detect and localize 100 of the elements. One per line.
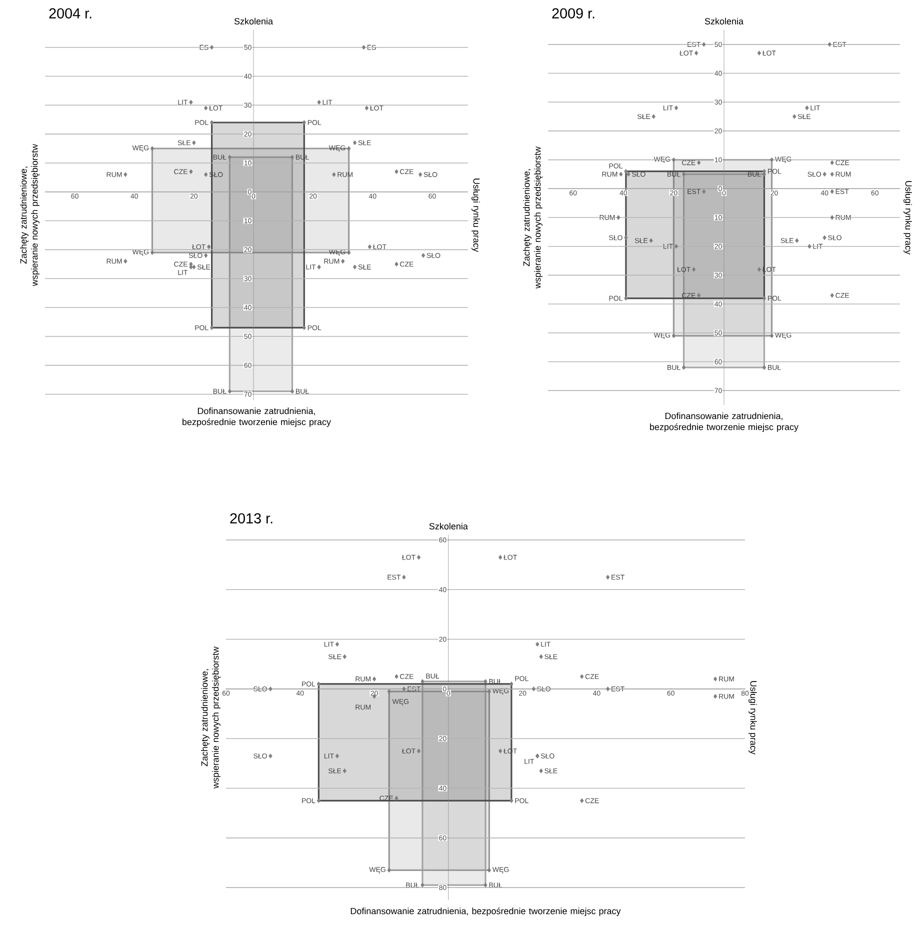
point [828, 42, 832, 47]
point [150, 250, 154, 255]
point [682, 365, 686, 370]
point [702, 42, 706, 47]
point [606, 686, 610, 692]
point [210, 325, 214, 330]
point [206, 244, 211, 250]
point [418, 172, 422, 177]
point [302, 325, 306, 330]
x-axis-title: Dofinansowanie zatrudnienia, bezpośrednie tworzenie miejsc pracy [350, 908, 621, 916]
point [652, 114, 656, 119]
point [332, 172, 336, 177]
point [124, 172, 128, 177]
point [342, 768, 346, 774]
point [692, 267, 696, 272]
point [352, 140, 357, 146]
point [290, 154, 294, 160]
point [498, 554, 502, 560]
point [317, 264, 321, 270]
point [532, 686, 536, 692]
point [189, 100, 193, 105]
point [204, 253, 208, 258]
point [762, 365, 766, 370]
point [757, 267, 762, 272]
point [317, 100, 321, 105]
point [302, 120, 306, 125]
point [364, 106, 369, 110]
point [624, 168, 628, 174]
point [402, 574, 406, 580]
point [402, 686, 406, 692]
point [204, 172, 208, 177]
point [649, 238, 653, 243]
point [822, 172, 826, 177]
point [672, 333, 676, 338]
point [830, 215, 834, 220]
point [346, 250, 351, 255]
point [342, 654, 346, 660]
point [580, 674, 584, 679]
point [192, 264, 196, 270]
point [539, 768, 543, 774]
point [510, 682, 514, 686]
point [792, 114, 796, 119]
point [420, 679, 424, 684]
point [228, 154, 232, 160]
point [316, 682, 321, 686]
point [672, 157, 676, 162]
point [335, 642, 340, 647]
point [210, 120, 214, 125]
point [484, 679, 488, 684]
point [510, 798, 514, 804]
point [626, 172, 630, 177]
point [830, 189, 834, 194]
text: Usługi rynku pracy [904, 181, 912, 254]
point [624, 296, 628, 301]
point [805, 105, 809, 110]
point [150, 146, 154, 151]
text: Szkolenia [704, 18, 744, 24]
text: Szkolenia [234, 18, 274, 24]
point [394, 262, 398, 267]
point [368, 244, 372, 250]
point [420, 882, 424, 888]
point [674, 105, 678, 110]
point [539, 654, 543, 660]
chart-title: 2004 r. [49, 8, 92, 18]
y-axis-title: Zachęty zatrudnieniowe, wspieranie nowych przedsiębiorstw [20, 144, 40, 286]
point [341, 258, 345, 264]
x-axis-title: Dofinansowanie zatrudnienia, bezpośrednie tworzenie miejsc pracy [650, 412, 798, 432]
point [713, 676, 718, 682]
point [228, 388, 232, 394]
point [580, 798, 584, 804]
point [210, 44, 214, 50]
point [484, 882, 488, 888]
point [770, 157, 774, 162]
point [606, 574, 610, 580]
x-axis-title: Dofinansowanie zatrudnienia, bezpośrednie tworzenie miejsc pracy [182, 408, 331, 427]
point [352, 264, 357, 270]
point [387, 868, 391, 873]
point [682, 172, 686, 177]
point [619, 172, 623, 177]
point [770, 333, 774, 338]
point [487, 689, 492, 694]
text: Szkolenia [429, 522, 468, 530]
text: Usługi rynku pracy [472, 178, 480, 252]
point [346, 146, 351, 151]
point [124, 258, 128, 264]
y-axis-title: Zachęty zatrudnieniowe, wspieranie nowych przedsiębiorstw [523, 146, 542, 289]
point [830, 292, 834, 298]
point [830, 160, 834, 166]
point [362, 44, 366, 50]
chart-title: 2013 r. [230, 513, 272, 524]
point [394, 169, 398, 174]
point [192, 140, 196, 146]
point [713, 694, 718, 699]
point [808, 244, 812, 249]
point [822, 235, 826, 240]
point [335, 754, 340, 758]
point [189, 169, 193, 174]
point [697, 160, 701, 166]
point [498, 748, 502, 754]
point [421, 253, 426, 258]
